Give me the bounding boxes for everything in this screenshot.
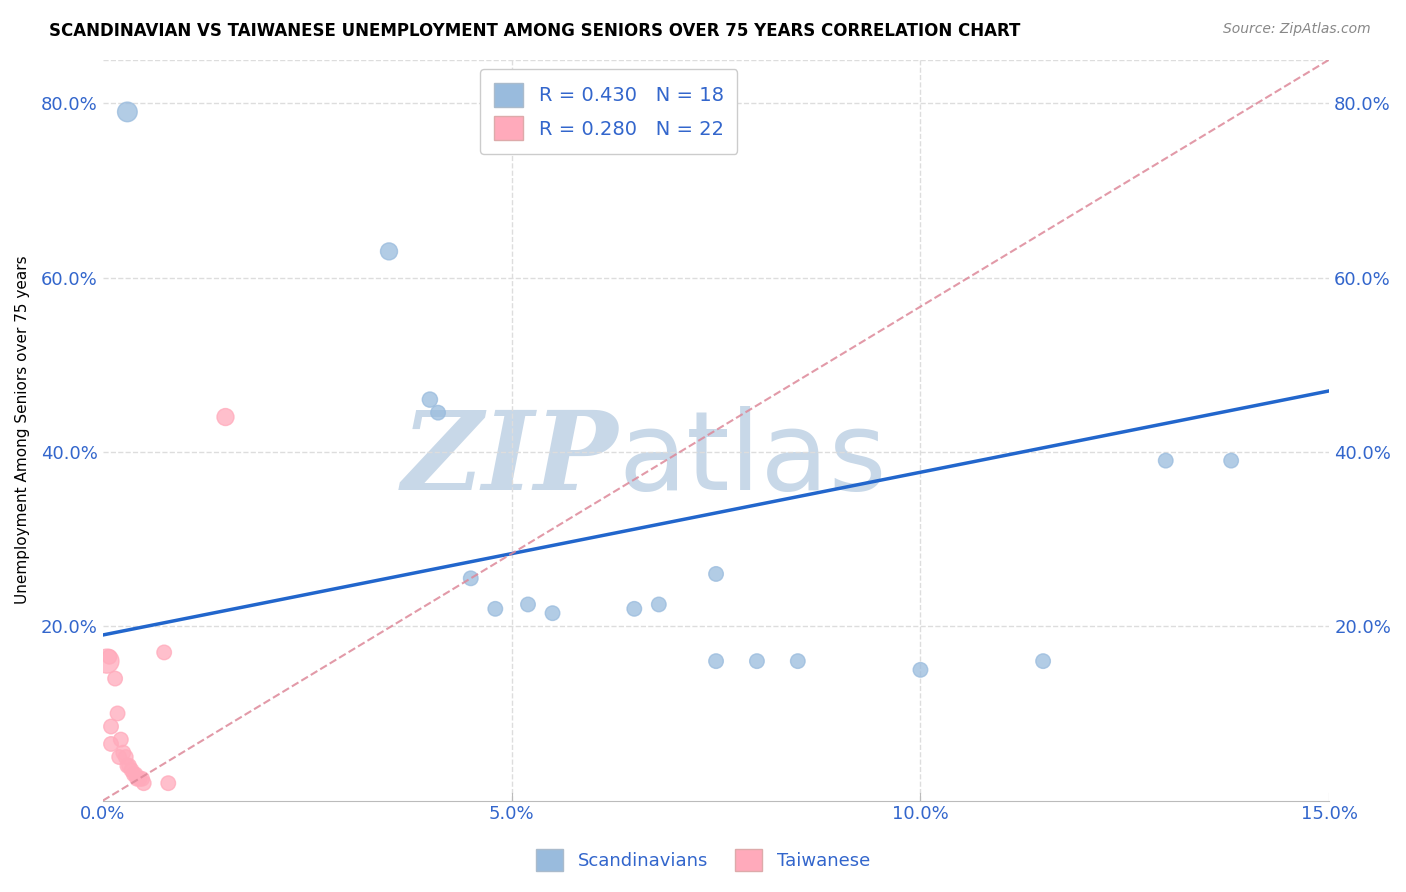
Point	[118, 758, 141, 772]
Point	[1220, 453, 1243, 467]
Point	[112, 746, 135, 760]
Point	[214, 410, 236, 425]
Point	[110, 732, 132, 747]
Point	[704, 654, 727, 668]
Point	[419, 392, 441, 407]
Point	[1154, 453, 1177, 467]
Legend: Scandinavians, Taiwanese: Scandinavians, Taiwanese	[529, 842, 877, 879]
Point	[153, 645, 176, 659]
Point	[100, 719, 122, 733]
Point	[107, 706, 129, 721]
Y-axis label: Unemployment Among Seniors over 75 years: Unemployment Among Seniors over 75 years	[15, 256, 30, 605]
Text: Source: ZipAtlas.com: Source: ZipAtlas.com	[1223, 22, 1371, 37]
Point	[108, 750, 131, 764]
Point	[460, 571, 482, 585]
Point	[427, 406, 450, 420]
Point	[104, 672, 127, 686]
Point	[117, 104, 139, 119]
Point	[786, 654, 808, 668]
Text: SCANDINAVIAN VS TAIWANESE UNEMPLOYMENT AMONG SENIORS OVER 75 YEARS CORRELATION C: SCANDINAVIAN VS TAIWANESE UNEMPLOYMENT A…	[49, 22, 1021, 40]
Point	[484, 602, 506, 616]
Point	[114, 750, 136, 764]
Point	[745, 654, 768, 668]
Point	[378, 244, 401, 259]
Point	[1032, 654, 1054, 668]
Point	[517, 598, 540, 612]
Point	[128, 772, 150, 786]
Point	[96, 654, 118, 668]
Point	[131, 772, 153, 786]
Point	[124, 767, 146, 781]
Point	[122, 767, 145, 781]
Point	[704, 566, 727, 581]
Point	[127, 772, 149, 786]
Point	[98, 649, 121, 664]
Point	[648, 598, 671, 612]
Legend: R = 0.430   N = 18, R = 0.280   N = 22: R = 0.430 N = 18, R = 0.280 N = 22	[481, 70, 737, 153]
Point	[132, 776, 155, 790]
Text: ZIP: ZIP	[401, 406, 619, 514]
Point	[117, 758, 139, 772]
Point	[121, 763, 143, 777]
Point	[623, 602, 645, 616]
Point	[541, 606, 564, 620]
Point	[910, 663, 932, 677]
Text: atlas: atlas	[619, 406, 886, 513]
Point	[157, 776, 180, 790]
Point	[100, 737, 122, 751]
